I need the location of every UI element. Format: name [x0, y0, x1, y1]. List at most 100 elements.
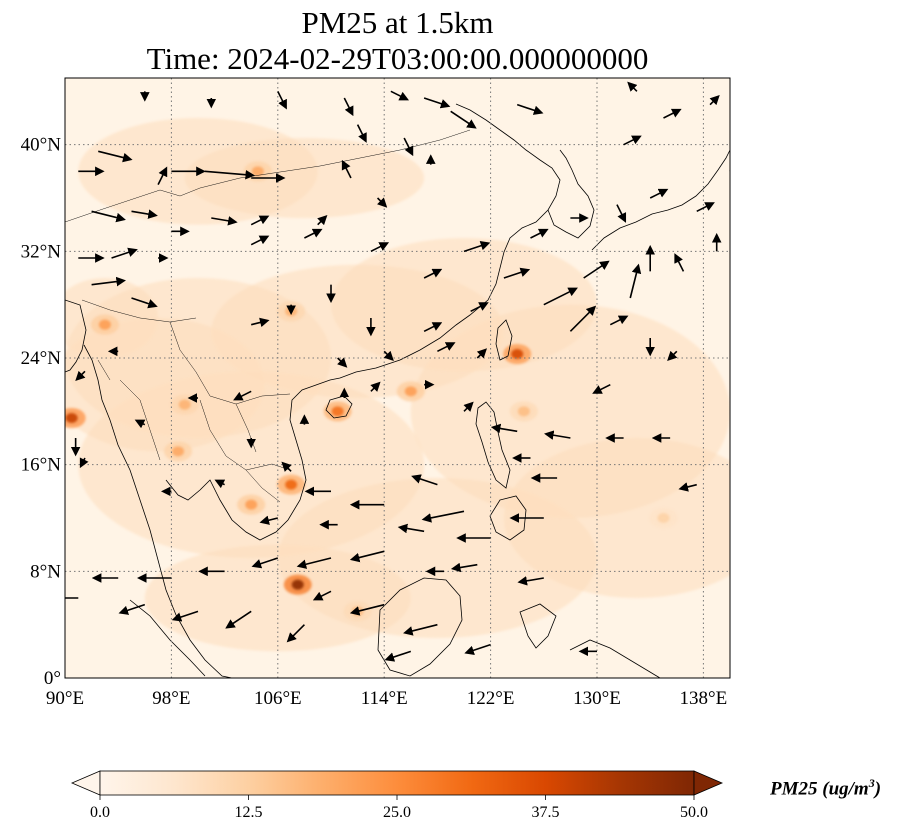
wind-arrow	[544, 430, 571, 440]
wind-arrow	[171, 610, 199, 622]
wind-vectors	[65, 81, 730, 662]
wind-arrow	[623, 135, 642, 146]
latitude-tick-label: 40°N	[21, 135, 62, 156]
colorbar-extend-min	[70, 770, 101, 796]
wind-arrow	[569, 305, 597, 332]
longitude-tick-label: 106°E	[254, 688, 302, 709]
wind-arrow	[543, 287, 578, 306]
wind-arrow	[421, 510, 465, 523]
wind-arrow	[476, 348, 487, 359]
wind-arrow	[131, 297, 158, 309]
wind-arrow	[423, 268, 443, 279]
longitude-tick-label: 90°E	[46, 688, 84, 709]
wind-arrow	[516, 103, 544, 115]
wind-arrow	[91, 276, 126, 287]
coastline-borneo	[377, 577, 463, 677]
coastline-taiwan	[495, 319, 513, 361]
wind-arrow	[317, 214, 328, 226]
wind-arrow	[304, 228, 323, 239]
page-title-line-1: PM25 at 1.5km	[301, 5, 494, 40]
wind-arrow	[259, 515, 278, 525]
colorbar-tick-label: 50.0	[680, 804, 708, 821]
coastline-new-guinea	[569, 639, 661, 678]
coastline-sulawesi	[519, 603, 557, 649]
colorbar-tick-label: 37.5	[532, 804, 560, 821]
wind-arrow	[384, 650, 412, 662]
wind-arrow	[696, 202, 715, 213]
wind-arrow	[204, 169, 256, 180]
longitude-tick-label: 138°E	[680, 688, 728, 709]
wind-arrow	[370, 242, 390, 253]
pm25-hotspot	[178, 399, 191, 410]
pm25-haze-patch	[503, 438, 730, 598]
wind-arrow	[250, 215, 270, 226]
pm25-hotspot	[98, 319, 111, 330]
pm25-haze-patch	[184, 138, 425, 218]
wind-arrow	[397, 523, 425, 534]
coastline-korea	[547, 149, 595, 239]
wind-arrow	[111, 247, 138, 259]
wind-arrow	[251, 557, 279, 569]
latitude-tick-label: 8°N	[30, 561, 61, 582]
wind-arrow	[678, 482, 697, 492]
wind-arrow	[281, 461, 292, 472]
pm25-hotspot	[285, 479, 298, 490]
wind-arrow	[490, 423, 518, 434]
coastline-gulf-of-thailand	[165, 103, 561, 541]
pm25-hotspot	[65, 413, 78, 423]
pm25-hotspot	[245, 499, 258, 510]
longitude-tick-label: 122°E	[467, 688, 515, 709]
wind-arrow	[383, 350, 394, 362]
pm25-haze-patch	[331, 238, 597, 372]
pm25-hotspot	[517, 406, 530, 417]
latitude-tick-label: 32°N	[21, 241, 62, 262]
pm25-hotspot	[404, 386, 417, 397]
wind-arrow	[463, 401, 474, 412]
wind-arrow	[709, 94, 720, 106]
wind-arrow	[349, 550, 385, 563]
wind-arrow	[341, 159, 352, 179]
wind-arrow	[211, 216, 238, 226]
wind-arrow	[609, 315, 629, 326]
wind-arrow	[450, 110, 477, 129]
wind-arrow	[157, 166, 168, 186]
pm25-hotspot	[511, 349, 524, 359]
wind-arrow	[411, 474, 438, 486]
longitude-tick-label: 130°E	[573, 688, 621, 709]
coastline-japan	[591, 149, 730, 251]
wind-arrow	[517, 576, 544, 586]
wind-arrow	[225, 610, 252, 629]
latitude-tick-label: 16°N	[21, 455, 62, 476]
wind-arrow	[79, 457, 89, 469]
coastline-mainland-asia	[83, 344, 233, 678]
wind-arrow	[667, 350, 678, 362]
pm25-hotspot	[331, 406, 344, 417]
wind-arrow	[450, 562, 478, 573]
wind-arrow	[649, 188, 669, 199]
coastlines	[65, 103, 730, 678]
wind-arrow	[616, 204, 627, 223]
wind-arrow	[583, 260, 610, 279]
wind-arrow	[729, 169, 730, 172]
colorbar-tick-label: 25.0	[383, 804, 411, 821]
wind-arrow	[343, 97, 354, 117]
wind-arrow	[437, 342, 456, 353]
latitude-tick-label: 24°N	[21, 348, 62, 369]
pm25-hotspot	[291, 579, 304, 590]
coastline-philippines-south	[489, 495, 527, 541]
wind-arrow	[356, 124, 367, 143]
colorbar-tick-label: 12.5	[235, 804, 263, 821]
pm25-hotspot	[657, 513, 670, 523]
wind-arrow	[118, 603, 146, 615]
wind-arrow	[251, 317, 270, 328]
colorbar-label: PM25 (ug/m3)	[770, 776, 882, 800]
wind-arrow	[470, 302, 489, 313]
wind-arrow	[423, 97, 451, 109]
wind-arrow	[91, 210, 126, 223]
colorbar: 0.0 12.5 25.0 37.5 50.0	[70, 770, 724, 821]
wind-arrow	[312, 590, 332, 601]
wind-arrow	[627, 81, 638, 92]
wind-arrow	[390, 90, 409, 101]
wind-arrow	[214, 479, 226, 489]
longitude-tick-label: 114°E	[361, 688, 408, 709]
